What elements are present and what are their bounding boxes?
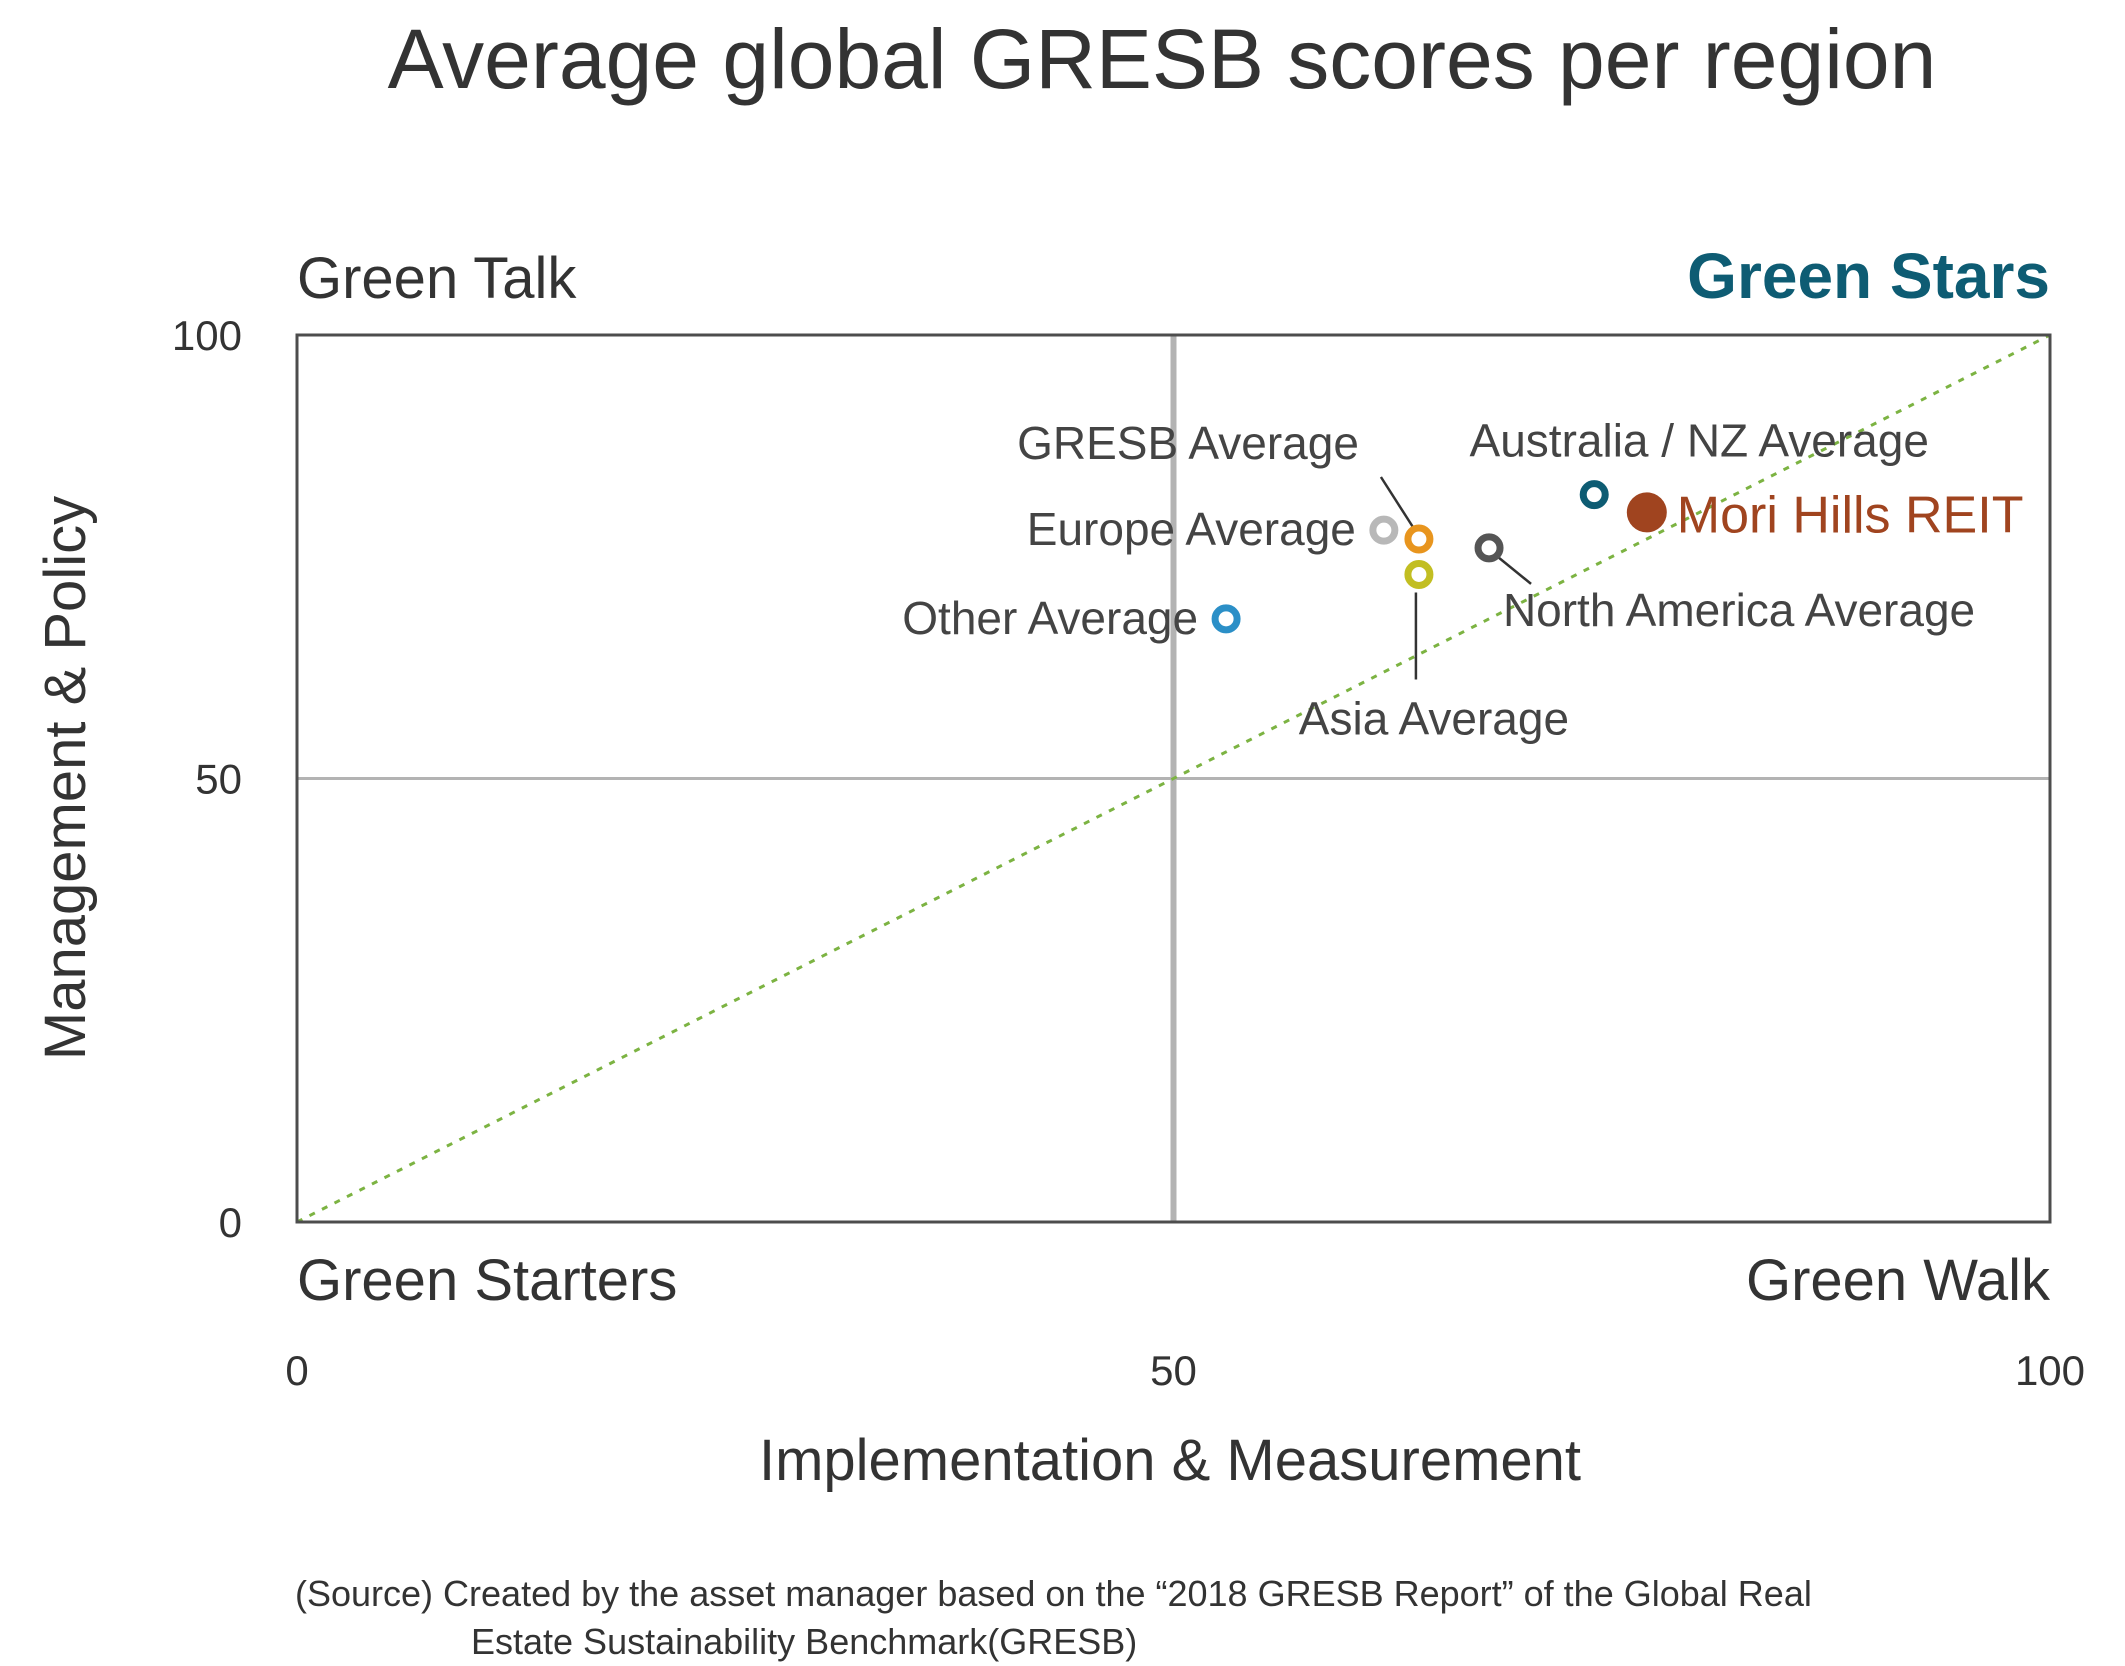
point-australia-nz-average xyxy=(1579,480,1609,510)
leader-line-north-america-average xyxy=(1498,556,1532,585)
point-label-other-average: Other Average xyxy=(902,592,1198,644)
y-tick-label: 0 xyxy=(219,1199,242,1246)
point-asia-average xyxy=(1404,559,1434,589)
point-gresb-average xyxy=(1404,524,1434,554)
point-north-america-average xyxy=(1474,533,1504,563)
point-mori-hills-reit xyxy=(1626,492,1667,533)
point-label-australia-nz-average: Australia / NZ Average xyxy=(1470,415,1929,467)
diagonal-line xyxy=(296,333,2051,1224)
leader-line-gresb-average xyxy=(1379,476,1414,528)
source-note: (Source) Created by the asset manager ba… xyxy=(295,1570,2095,1666)
quadrant-label-green-starters: Green Starters xyxy=(297,1248,677,1313)
quadrant-label-green-talk: Green Talk xyxy=(297,246,577,311)
y-tick-label: 50 xyxy=(195,756,242,803)
source-line-2: Estate Sustainability Benchmark(GRESB) xyxy=(471,1621,1138,1662)
y-axis-label: Management & Policy xyxy=(33,496,98,1060)
point-label-north-america-average: North America Average xyxy=(1503,584,1975,636)
x-tick-label: 0 xyxy=(285,1347,308,1394)
quadrant-label-green-walk: Green Walk xyxy=(1746,1248,2051,1313)
x-tick-label: 50 xyxy=(1150,1347,1197,1394)
point-europe-average xyxy=(1369,515,1399,545)
y-tick-label: 100 xyxy=(172,312,242,359)
point-label-mori-hills-reit: Mori Hills REIT xyxy=(1677,486,2024,544)
chart-title: Average global GRESB scores per region xyxy=(388,12,1937,106)
plot-frame xyxy=(295,333,2052,1224)
quadrant-label-green-stars: Green Stars xyxy=(1687,240,2050,312)
point-label-europe-average: Europe Average xyxy=(1027,503,1356,555)
x-tick-label: 100 xyxy=(2015,1347,2085,1394)
point-other-average xyxy=(1211,604,1241,634)
point-label-gresb-average: GRESB Average xyxy=(1017,417,1359,469)
point-label-asia-average: Asia Average xyxy=(1299,692,1569,744)
source-line-1: (Source) Created by the asset manager ba… xyxy=(295,1573,1812,1614)
x-axis-label: Implementation & Measurement xyxy=(759,1428,1581,1493)
